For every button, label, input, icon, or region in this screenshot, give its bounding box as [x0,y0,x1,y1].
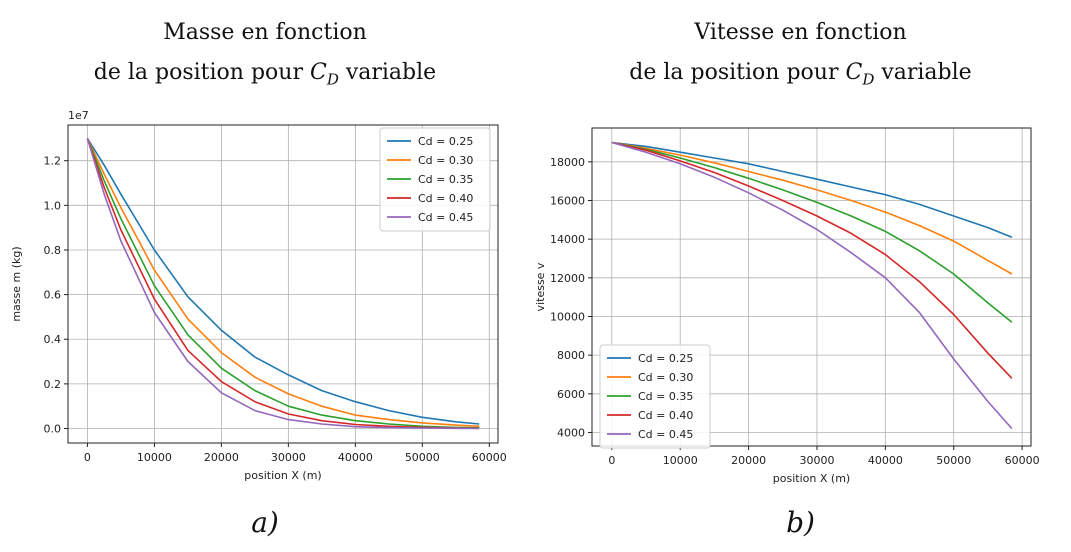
y-tick-label: 0.0 [44,422,62,435]
y-tick-label: 0.6 [44,289,62,302]
y-tick-label: 0.8 [44,244,62,257]
panel-mass: Masse en fonction de la position pour CD… [0,0,530,552]
y-tick-label: 14000 [550,233,585,246]
series-line-2 [86,138,480,428]
legend-label: Cd = 0.40 [418,192,473,205]
legend-label: Cd = 0.45 [418,211,473,224]
x-tick-label: 10000 [663,454,698,467]
legend-label: Cd = 0.35 [418,173,473,186]
y-tick-label: 4000 [557,426,585,439]
y-tick-label: 1.2 [44,155,62,168]
series-line-5 [86,138,480,430]
x-axis-label: position X (m) [773,472,850,485]
y-tick-label: 10000 [550,310,585,323]
legend-label: Cd = 0.30 [638,371,693,384]
series-line-5 [611,141,1013,430]
series-line-1 [86,137,480,425]
panel-label-b: b) [786,506,815,539]
series-line-2 [611,141,1013,275]
panel-label-a: a) [251,506,279,539]
series-line-3 [86,138,480,429]
y-tick-label: 12000 [550,272,585,285]
x-tick-label: 10000 [137,451,172,464]
x-tick-label: 60000 [1005,454,1040,467]
y-tick-label: 8000 [557,349,585,362]
x-tick-label: 20000 [204,451,239,464]
title-line-2: de la position pour CD variable [0,60,530,88]
title-cd-symbol: C [309,60,327,85]
title-line-1: Vitesse en fonction [694,20,907,45]
x-tick-label: 20000 [731,454,766,467]
y-axis-label: vitesse v [534,262,547,311]
title-line-2-suffix: variable [338,60,437,85]
x-tick-label: 50000 [405,451,440,464]
x-tick-label: 30000 [271,451,306,464]
title-cd-symbol: C [845,60,863,85]
legend-label: Cd = 0.45 [638,428,693,441]
series-line-1 [611,141,1013,238]
title-line-2-suffix: variable [874,60,972,85]
series-line-3 [611,141,1013,323]
title-line-2-prefix: de la position pour [629,60,846,85]
x-tick-label: 50000 [936,454,971,467]
series-line-4 [611,141,1013,379]
plot-frame [591,127,1032,447]
legend-label: Cd = 0.30 [418,154,473,167]
mass-chart: 0 10000 20000 30000 40000 50000 60000 0.0 0.2 0.4… [10,109,507,482]
legend-box [379,127,491,232]
legend-label: Cd = 0.25 [638,352,693,365]
plot-frame [67,124,499,444]
y-tick-label: 0.4 [44,333,62,346]
x-axis-label: position X (m) [244,469,321,482]
y-tick-label: 16000 [550,194,585,207]
y-axis-label: masse m (kg) [10,246,23,321]
panel-velocity: Vitesse en fonction de la position pour … [530,0,1071,552]
velocity-chart: 0 10000 20000 30000 40000 50000 60000 4000 6000 8… [534,127,1040,485]
y-tick-label: 6000 [557,388,585,401]
title-cd-subscript: D [326,70,339,89]
x-tick-label: 40000 [338,451,373,464]
title-cd-subscript: D [862,70,875,89]
title-line-1: Masse en fonction [163,20,367,45]
legend-label: Cd = 0.35 [638,390,693,403]
y-offset-text: 1e7 [68,109,89,122]
legend-label: Cd = 0.40 [638,409,693,422]
y-tick-label: 18000 [550,156,585,169]
legend-label: Cd = 0.25 [418,135,473,148]
x-tick-label: 40000 [868,454,903,467]
legend-box [599,344,711,449]
title-line-2-prefix: de la position pour [93,60,310,85]
x-tick-label: 0 [608,454,615,467]
x-tick-label: 0 [84,451,91,464]
y-tick-label: 0.2 [44,378,62,391]
title-line-2: de la position pour CD variable [530,60,1071,88]
x-tick-label: 60000 [472,451,507,464]
y-tick-label: 1.0 [44,199,62,212]
x-tick-label: 30000 [799,454,834,467]
